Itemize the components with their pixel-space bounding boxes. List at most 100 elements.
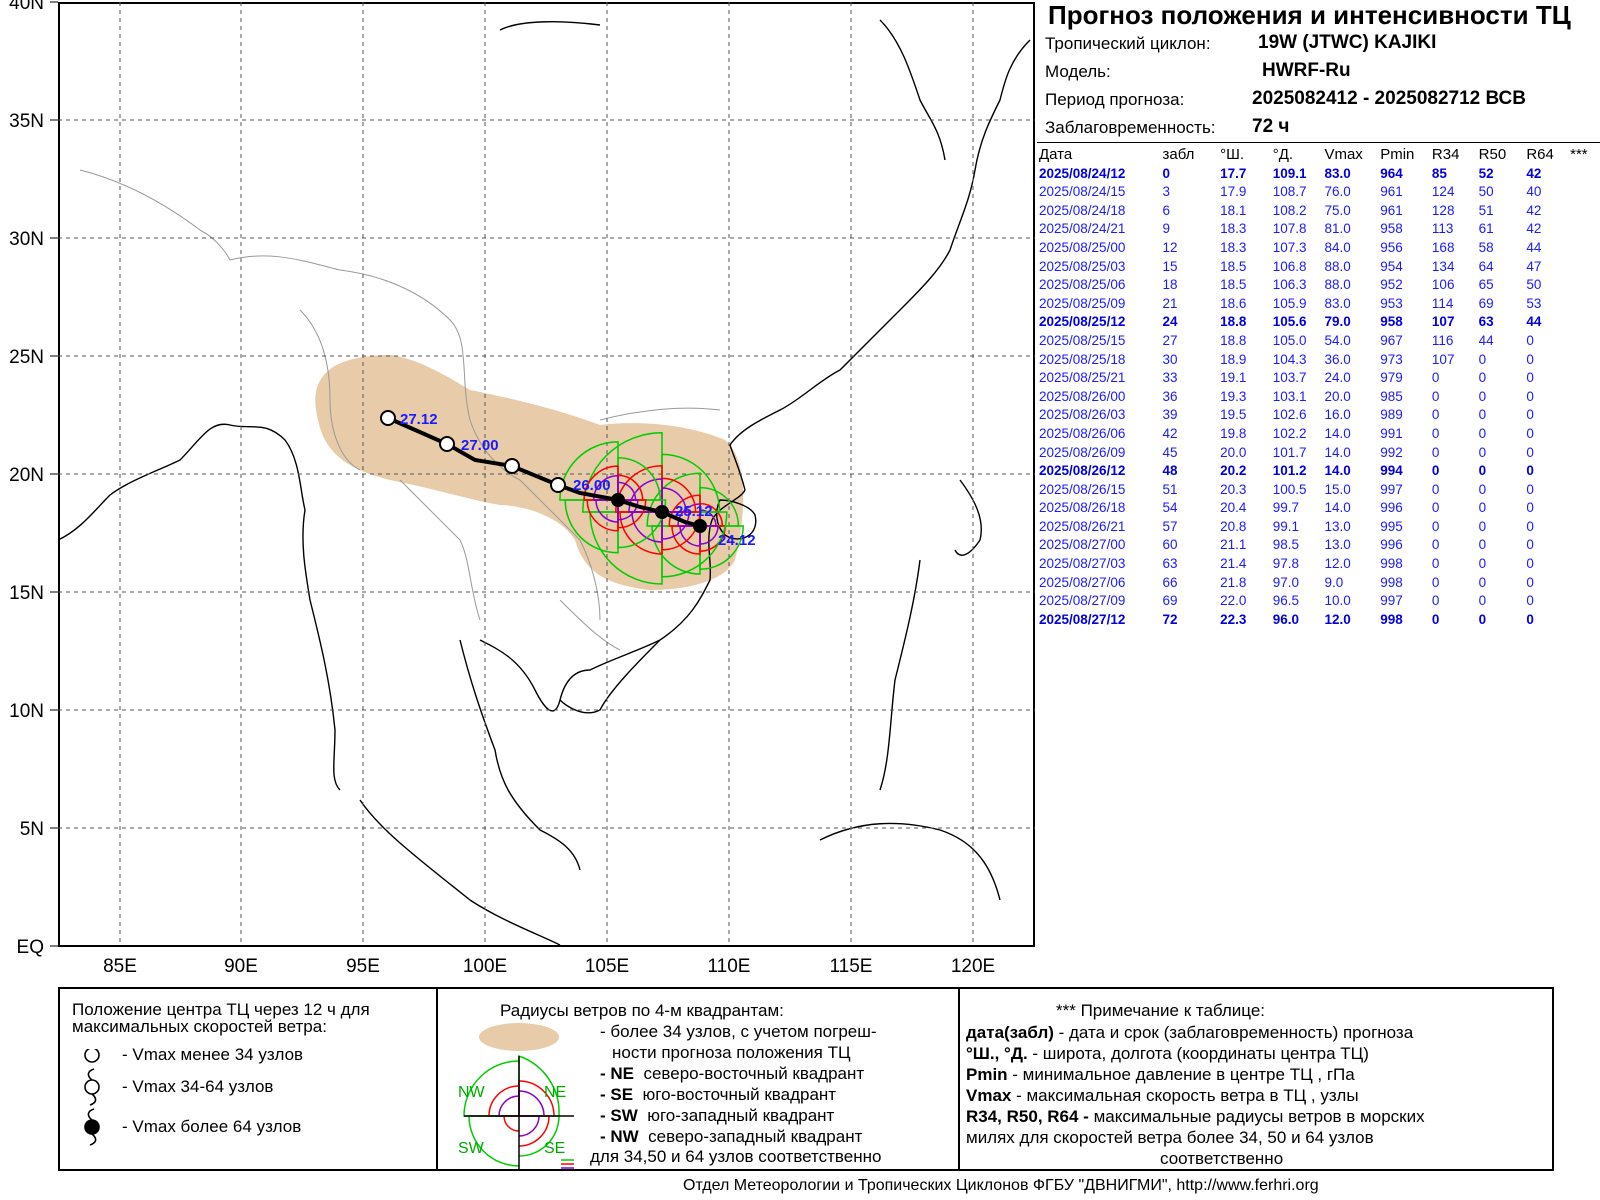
lat-label: 15N — [9, 583, 44, 604]
table-cell: 85 — [1431, 165, 1447, 181]
table-cell: 2025/08/26/15 — [1039, 481, 1126, 497]
table-cell: 0 — [1526, 407, 1534, 423]
table-cell: 0 — [1526, 332, 1534, 348]
wind-radius-arc — [699, 486, 740, 527]
table-cell: 53 — [1526, 295, 1542, 311]
table-cell: 76.0 — [1324, 184, 1351, 200]
table-cell: 21.8 — [1220, 574, 1247, 590]
table-cell: 83.0 — [1324, 295, 1351, 311]
table-row: 2025/08/24/15 3 17.9 108.7 76.0 961 124 50 40 — [1039, 183, 1600, 202]
wind-radius-arc — [559, 441, 619, 501]
table-cell: 2025/08/26/21 — [1039, 518, 1126, 534]
table-cell: 18.3 — [1220, 221, 1247, 237]
note-value: - максимальная скорость ветра в ТЦ , узл… — [1011, 1086, 1359, 1105]
table-cell: 22.3 — [1220, 611, 1247, 627]
track-time-label: 27.00 — [461, 437, 499, 454]
table-cell: 0 — [1478, 611, 1487, 627]
table-row: 2025/08/25/12 24 18.8 105.6 79.0 958 107 63 44 — [1039, 313, 1600, 332]
legend-se-label: SE — [544, 1140, 565, 1157]
note-key: R34, R50, R64 - — [966, 1107, 1089, 1126]
table-cell: 24.0 — [1324, 370, 1351, 386]
table-cell: 997 — [1380, 593, 1403, 609]
table-cell: 48 — [1162, 463, 1178, 479]
table-cell: 63 — [1478, 314, 1494, 330]
track-point-icon — [504, 458, 520, 474]
table-cell: 998 — [1380, 611, 1403, 627]
wind-radius-arc — [617, 499, 667, 549]
legend-mid-item-4: юго-восточный квадрант — [642, 1085, 837, 1104]
table-row: 2025/08/27/03 63 21.4 97.8 12.0 998 0 0 0 — [1039, 555, 1600, 574]
table-cell: 979 — [1380, 370, 1403, 386]
table-cell: 107 — [1431, 351, 1455, 367]
table-cell: 24 — [1162, 314, 1178, 330]
model-value: HWRF-Ru — [1262, 60, 1351, 81]
marker-storm-icon — [84, 1068, 100, 1106]
country-borders — [79, 169, 721, 651]
table-cell: 994 — [1380, 463, 1403, 479]
legend-mid-title: Радиусы ветров по 4-м квадрантам: — [500, 1001, 784, 1020]
note-item: соответственно — [1160, 1149, 1283, 1169]
table-cell: 0 — [1431, 611, 1440, 627]
table-cell: 51 — [1478, 202, 1494, 218]
table-row: 2025/08/25/03 15 18.5 106.8 88.0 954 134 64 47 — [1039, 258, 1600, 277]
table-row: 2025/08/27/09 69 22.0 96.5 10.0 997 0 0 0 — [1039, 592, 1600, 611]
table-cell: 2025/08/25/12 — [1039, 314, 1126, 330]
lat-label: 20N — [9, 465, 44, 486]
table-cell: 44 — [1478, 332, 1494, 348]
table-row: 2025/08/26/18 54 20.4 99.7 14.0 996 0 0 0 — [1039, 499, 1600, 518]
lon-label: 115E — [830, 956, 873, 977]
track-time-label: 26.00 — [573, 477, 611, 494]
table-cell: 952 — [1380, 277, 1403, 293]
table-cell: 19.5 — [1220, 407, 1247, 423]
table-row: 2025/08/25/09 21 18.6 105.9 83.0 953 114 69 53 — [1039, 295, 1600, 314]
footer-credit: Отдел Метеорологии и Тропических Циклоно… — [683, 1177, 1319, 1194]
table-cell: 0 — [1431, 370, 1440, 386]
note-key: дата(забл) — [966, 1023, 1054, 1042]
table-cell: 15.0 — [1324, 481, 1351, 497]
table-cell: 13.0 — [1324, 518, 1351, 534]
table-cell: 66 — [1162, 574, 1178, 590]
table-row: 2025/08/27/06 66 21.8 97.0 9.0 998 0 0 0 — [1039, 574, 1600, 593]
track-time-label: 24.12 — [718, 532, 756, 549]
table-cell: 72 — [1162, 611, 1178, 627]
legend-right-title: *** Примечание к таблице: — [1056, 1001, 1266, 1020]
legend-mid-item-6: северо-западный квадрант — [648, 1127, 863, 1146]
table-header-cell: Дата — [1039, 146, 1073, 163]
table-cell: 3 — [1162, 184, 1170, 200]
track-time-label: 27.12 — [400, 411, 438, 428]
table-cell: 42 — [1162, 425, 1178, 441]
table-header-cell: Vmax — [1324, 146, 1363, 163]
table-cell: 20.3 — [1220, 481, 1247, 497]
legend-mid-item-5: юго-западный квадрант — [647, 1106, 835, 1125]
lat-label: 5N — [20, 819, 44, 840]
legend-nw-label: NW — [458, 1084, 486, 1101]
wind-radii — [559, 432, 744, 585]
table-cell: 20.0 — [1324, 388, 1351, 404]
table-cell: 103.1 — [1272, 388, 1307, 404]
table-cell: 36.0 — [1324, 351, 1351, 367]
table-cell: 39 — [1162, 407, 1178, 423]
lon-label: 100E — [463, 956, 507, 977]
table-row: 2025/08/24/12 0 17.7 109.1 83.0 964 85 52 42 — [1039, 165, 1600, 184]
table-cell: 54 — [1162, 500, 1178, 516]
table-cell: 0 — [1526, 370, 1534, 386]
table-cell: 109.1 — [1272, 165, 1307, 181]
table-cell: 18.5 — [1220, 277, 1247, 293]
table-cell: 101.2 — [1272, 463, 1307, 479]
table-cell: 16.0 — [1324, 407, 1351, 423]
table-cell: 2025/08/25/06 — [1039, 277, 1126, 293]
table-cell: 101.7 — [1272, 444, 1307, 460]
table-cell: 18.8 — [1220, 332, 1247, 348]
table-cell: 14.0 — [1324, 425, 1351, 441]
table-cell: 18.1 — [1220, 202, 1247, 218]
model-label: Модель: — [1045, 62, 1111, 81]
table-cell: 14.0 — [1324, 444, 1351, 460]
table-cell: 107.8 — [1272, 221, 1307, 237]
lon-label: 105E — [585, 956, 629, 977]
table-cell: 958 — [1380, 221, 1403, 237]
table-cell: 60 — [1162, 537, 1178, 553]
table-cell: 0 — [1478, 574, 1487, 590]
table-cell: 2025/08/26/12 — [1039, 463, 1126, 479]
track-point-icon — [655, 505, 669, 519]
table-cell: 51 — [1162, 481, 1178, 497]
